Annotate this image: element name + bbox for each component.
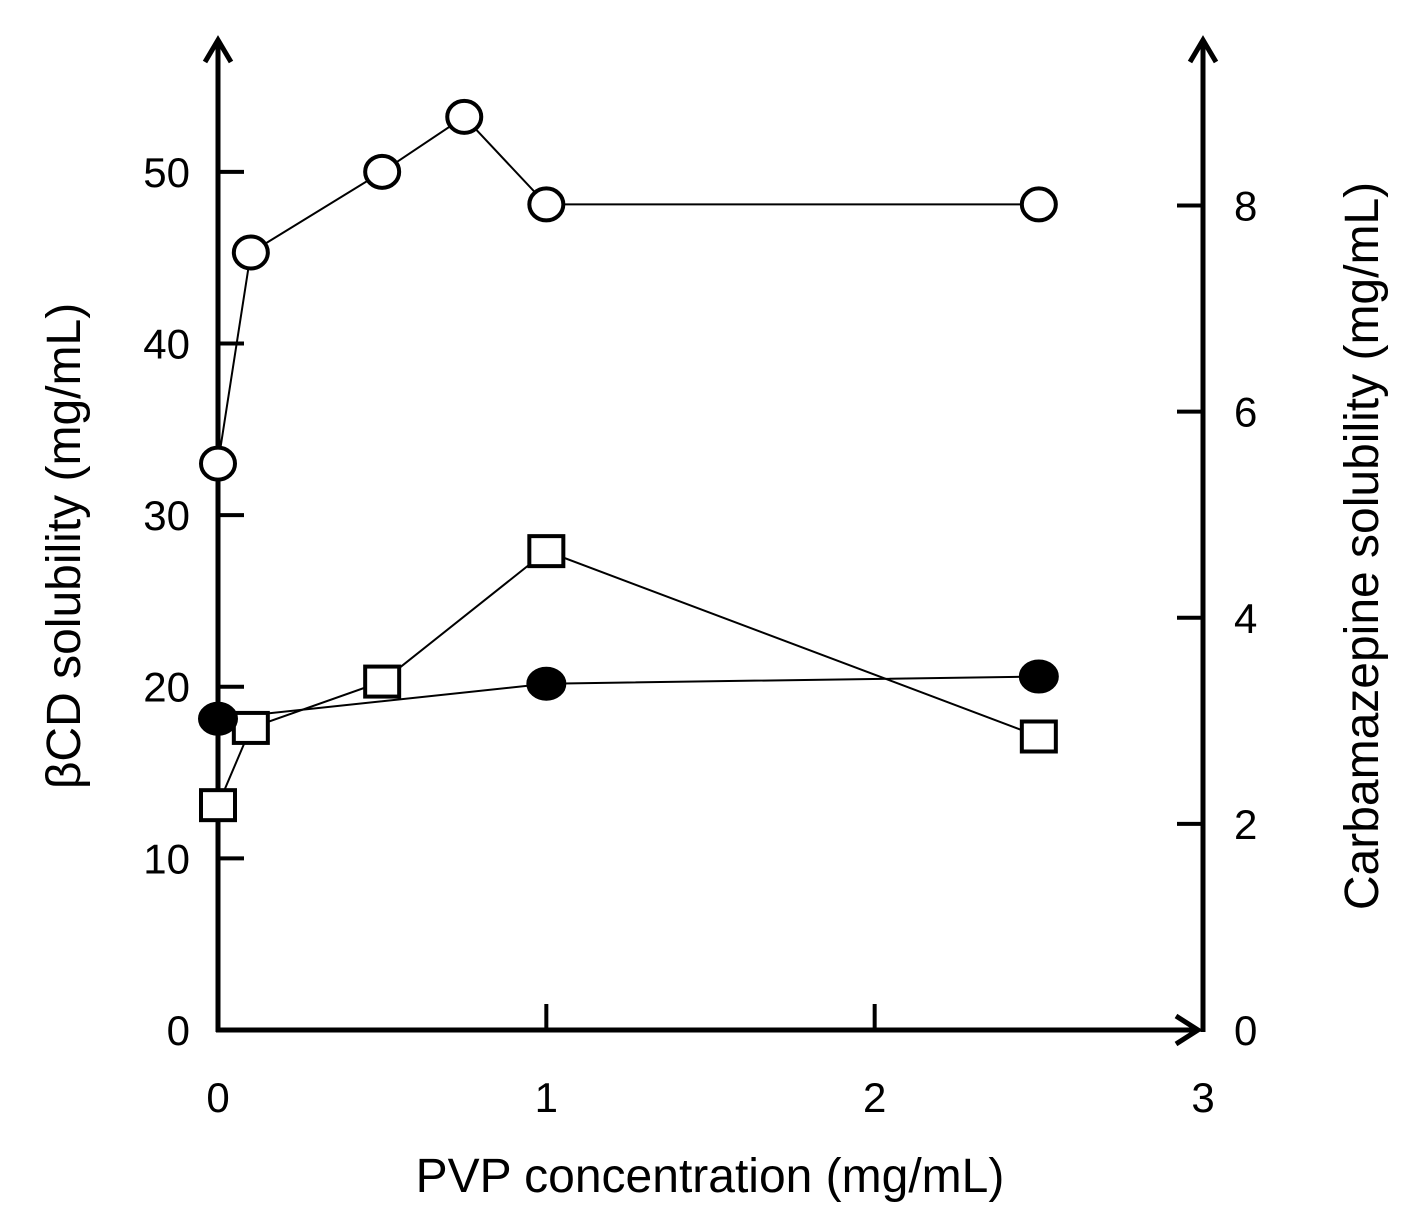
marker-open-circle (363, 153, 402, 190)
series-line-open-circle (217, 115, 1039, 464)
x-axis-title: PVP concentration (mg/mL) (416, 1150, 1005, 1203)
series-markers-layer (198, 98, 1059, 823)
marker-open-circle (199, 445, 237, 482)
marker-filled-circle (198, 701, 238, 736)
x-tick-label: 3 (1191, 1074, 1214, 1121)
x-axis-arrow (1174, 1013, 1203, 1047)
right-y-axis-arrow (1187, 35, 1219, 64)
marker-open-circle (1019, 186, 1058, 223)
marker-open-circle (231, 234, 270, 271)
marker-open-circle (445, 98, 484, 135)
right-y-axis-title: Carbamazepine solubility (mg/mL) (1336, 182, 1389, 910)
marker-filled-circle (526, 666, 567, 701)
left-y-tick-label: 10 (143, 835, 190, 882)
marker-open-square (231, 710, 270, 745)
axes-layer (202, 35, 1219, 1047)
series-lines-layer (217, 115, 1040, 806)
right-y-tick-label: 2 (1234, 801, 1257, 848)
marker-filled-circle (1018, 659, 1059, 694)
left-y-tick-label: 50 (143, 149, 190, 196)
x-tick-label: 2 (863, 1074, 886, 1121)
right-y-tick-label: 0 (1234, 1007, 1257, 1054)
left-y-tick-label: 20 (143, 664, 190, 711)
marker-open-circle (527, 186, 566, 223)
right-y-tick-label: 6 (1234, 389, 1257, 436)
left-y-axis-title: βCD solubility (mg/mL) (38, 303, 91, 789)
x-tick-label: 1 (535, 1074, 558, 1121)
left-y-tick-label: 30 (143, 492, 190, 539)
left-y-axis-arrow (202, 35, 234, 64)
right-y-tick-label: 4 (1234, 595, 1257, 642)
marker-open-square (363, 664, 402, 699)
marker-open-square (527, 534, 566, 569)
marker-open-square (199, 788, 237, 823)
series-line-filled-circle (217, 675, 1039, 720)
left-y-tick-label: 0 (167, 1007, 190, 1054)
marker-open-square (1019, 719, 1058, 754)
right-y-tick-label: 8 (1234, 183, 1257, 230)
left-y-tick-label: 40 (143, 320, 190, 367)
x-tick-label: 0 (206, 1074, 229, 1121)
labels-layer: PVP concentration (mg/mL) βCD solubility… (38, 149, 1389, 1203)
